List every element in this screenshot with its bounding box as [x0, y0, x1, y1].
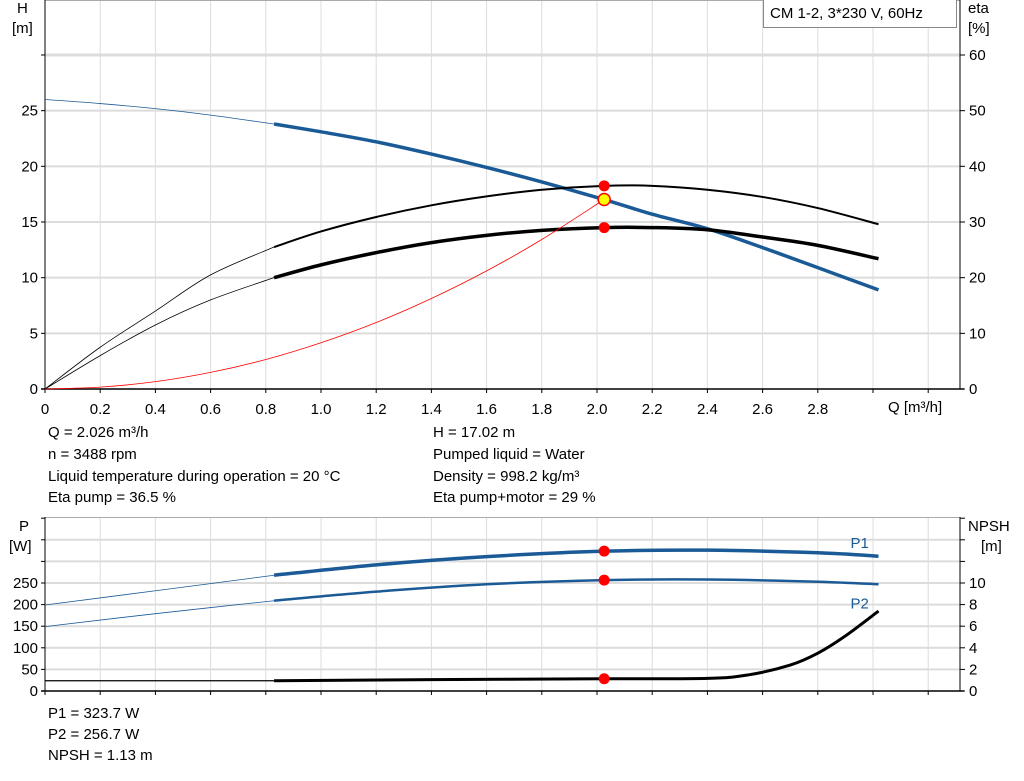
marker-eta-total-point: [598, 222, 610, 234]
marker-duty-point: [597, 192, 611, 207]
x-tick-label: 2.4: [697, 401, 718, 418]
y-right-tick-label: 50: [969, 103, 986, 120]
series-eta-pump: [273, 184, 879, 248]
series-eta-pump-extended: [44, 246, 275, 390]
info-npsh: NPSH = 1.13 m: [48, 747, 153, 764]
eta-axis-unit: [%]: [968, 20, 990, 37]
y-left-tick-label: 15: [21, 214, 38, 231]
y-left-tick-label: 0: [30, 381, 38, 398]
x-tick-label: 0.8: [255, 401, 276, 418]
x-tick-label: 2.0: [587, 401, 608, 418]
pump-legend-box: CM 1-2, 3*230 V, 60Hz: [763, 0, 957, 28]
y-left-tick-label: 250: [13, 575, 38, 592]
marker-npsh-point: [598, 673, 610, 685]
y-right-tick-label: 4: [969, 640, 977, 657]
series-eta-pump-motor-extended: [44, 277, 275, 390]
y-left-tick-label: 150: [13, 618, 38, 635]
npsh-axis-unit: [m]: [981, 538, 1002, 555]
y-right-tick-label: 0: [969, 381, 977, 398]
y-right-tick-label: 40: [969, 158, 986, 175]
info-density: Density = 998.2 kg/m³: [433, 468, 580, 485]
y-left-tick-label: 100: [13, 640, 38, 657]
series-system-curve: [44, 199, 605, 390]
x-tick-label: 1.0: [311, 401, 332, 418]
x-tick-label: 0.4: [145, 401, 166, 418]
npsh-axis-label: NPSH: [968, 518, 1010, 535]
y-left-tick-label: 5: [30, 325, 38, 342]
x-tick-label: 1.2: [366, 401, 387, 418]
marker-p1-point: [598, 545, 610, 557]
y-right-tick-label: 10: [969, 575, 986, 592]
info-eta-pump: Eta pump = 36.5 %: [48, 489, 176, 506]
p-axis-label: P: [19, 518, 30, 535]
x-tick-label: 0.2: [90, 401, 111, 418]
x-tick-label: 2.8: [807, 401, 828, 418]
info-liquid-temp: Liquid temperature during operation = 20…: [48, 468, 341, 485]
y-left-tick-label: 25: [21, 103, 38, 120]
marker-p2-point: [598, 574, 610, 586]
series-p1: [273, 548, 879, 577]
power-npsh-panel: 0 50 100 150 200 250 0 2 4 6 8 10 P1 P2: [13, 517, 986, 700]
h-axis-label: H: [17, 0, 28, 17]
y-left-tick-label: 50: [21, 661, 38, 678]
series-head-extended: [44, 99, 275, 125]
x-tick-label: 2.6: [752, 401, 773, 418]
x-tick-label: 1.6: [476, 401, 497, 418]
series-p2-extended: [44, 600, 275, 628]
eta-axis-label: eta: [968, 0, 989, 17]
y-left-tick-label: 0: [30, 683, 38, 700]
q-axis-label: Q [m³/h]: [888, 399, 943, 416]
series-p1-extended: [44, 574, 275, 606]
y-right-tick-label: 2: [969, 661, 977, 678]
y-right-tick-label: 6: [969, 618, 977, 635]
info-flow: Q = 2.026 m³/h: [48, 424, 149, 441]
info-head: H = 17.02 m: [433, 424, 516, 441]
series-label-p2: P2: [851, 595, 869, 612]
y-left-tick-label: 20: [21, 158, 38, 175]
y-left-tick-label: 200: [13, 597, 38, 614]
y-right-tick-label: 60: [969, 47, 986, 64]
x-tick-label: 0: [41, 401, 49, 418]
marker-eta-pump-point: [598, 180, 610, 192]
p-axis-unit: [W]: [9, 538, 32, 555]
y-right-tick-label: 20: [969, 270, 986, 287]
x-tick-label: 1.4: [421, 401, 442, 418]
y-right-tick-label: 0: [969, 683, 977, 700]
info-speed: n = 3488 rpm: [48, 446, 137, 463]
y-left-tick-label: 10: [21, 270, 38, 287]
x-tick-label: 0.6: [200, 401, 221, 418]
series-head: [273, 122, 880, 292]
x-tick-label: 1.8: [531, 401, 552, 418]
info-p1: P1 = 323.7 W: [48, 705, 140, 722]
info-pumped-liquid: Pumped liquid = Water: [433, 446, 585, 463]
h-axis-unit: [m]: [12, 20, 33, 37]
head-efficiency-panel: 0 0.2 0.4 0.6 0.8 1.0 1.2 1.4 1.6 1.8 2.0 2.2 2.4 2.6…: [21, 0, 986, 418]
series-eta-pump-motor: [273, 225, 879, 280]
x-tick-label: 2.2: [642, 401, 663, 418]
info-p2: P2 = 256.7 W: [48, 726, 140, 743]
y-right-tick-label: 10: [969, 325, 986, 342]
y-right-tick-label: 30: [969, 214, 986, 231]
series-label-p1: P1: [851, 535, 869, 552]
series-npsh: [274, 609, 880, 683]
y-right-tick-label: 8: [969, 597, 977, 614]
info-eta-total: Eta pump+motor = 29 %: [433, 489, 596, 506]
